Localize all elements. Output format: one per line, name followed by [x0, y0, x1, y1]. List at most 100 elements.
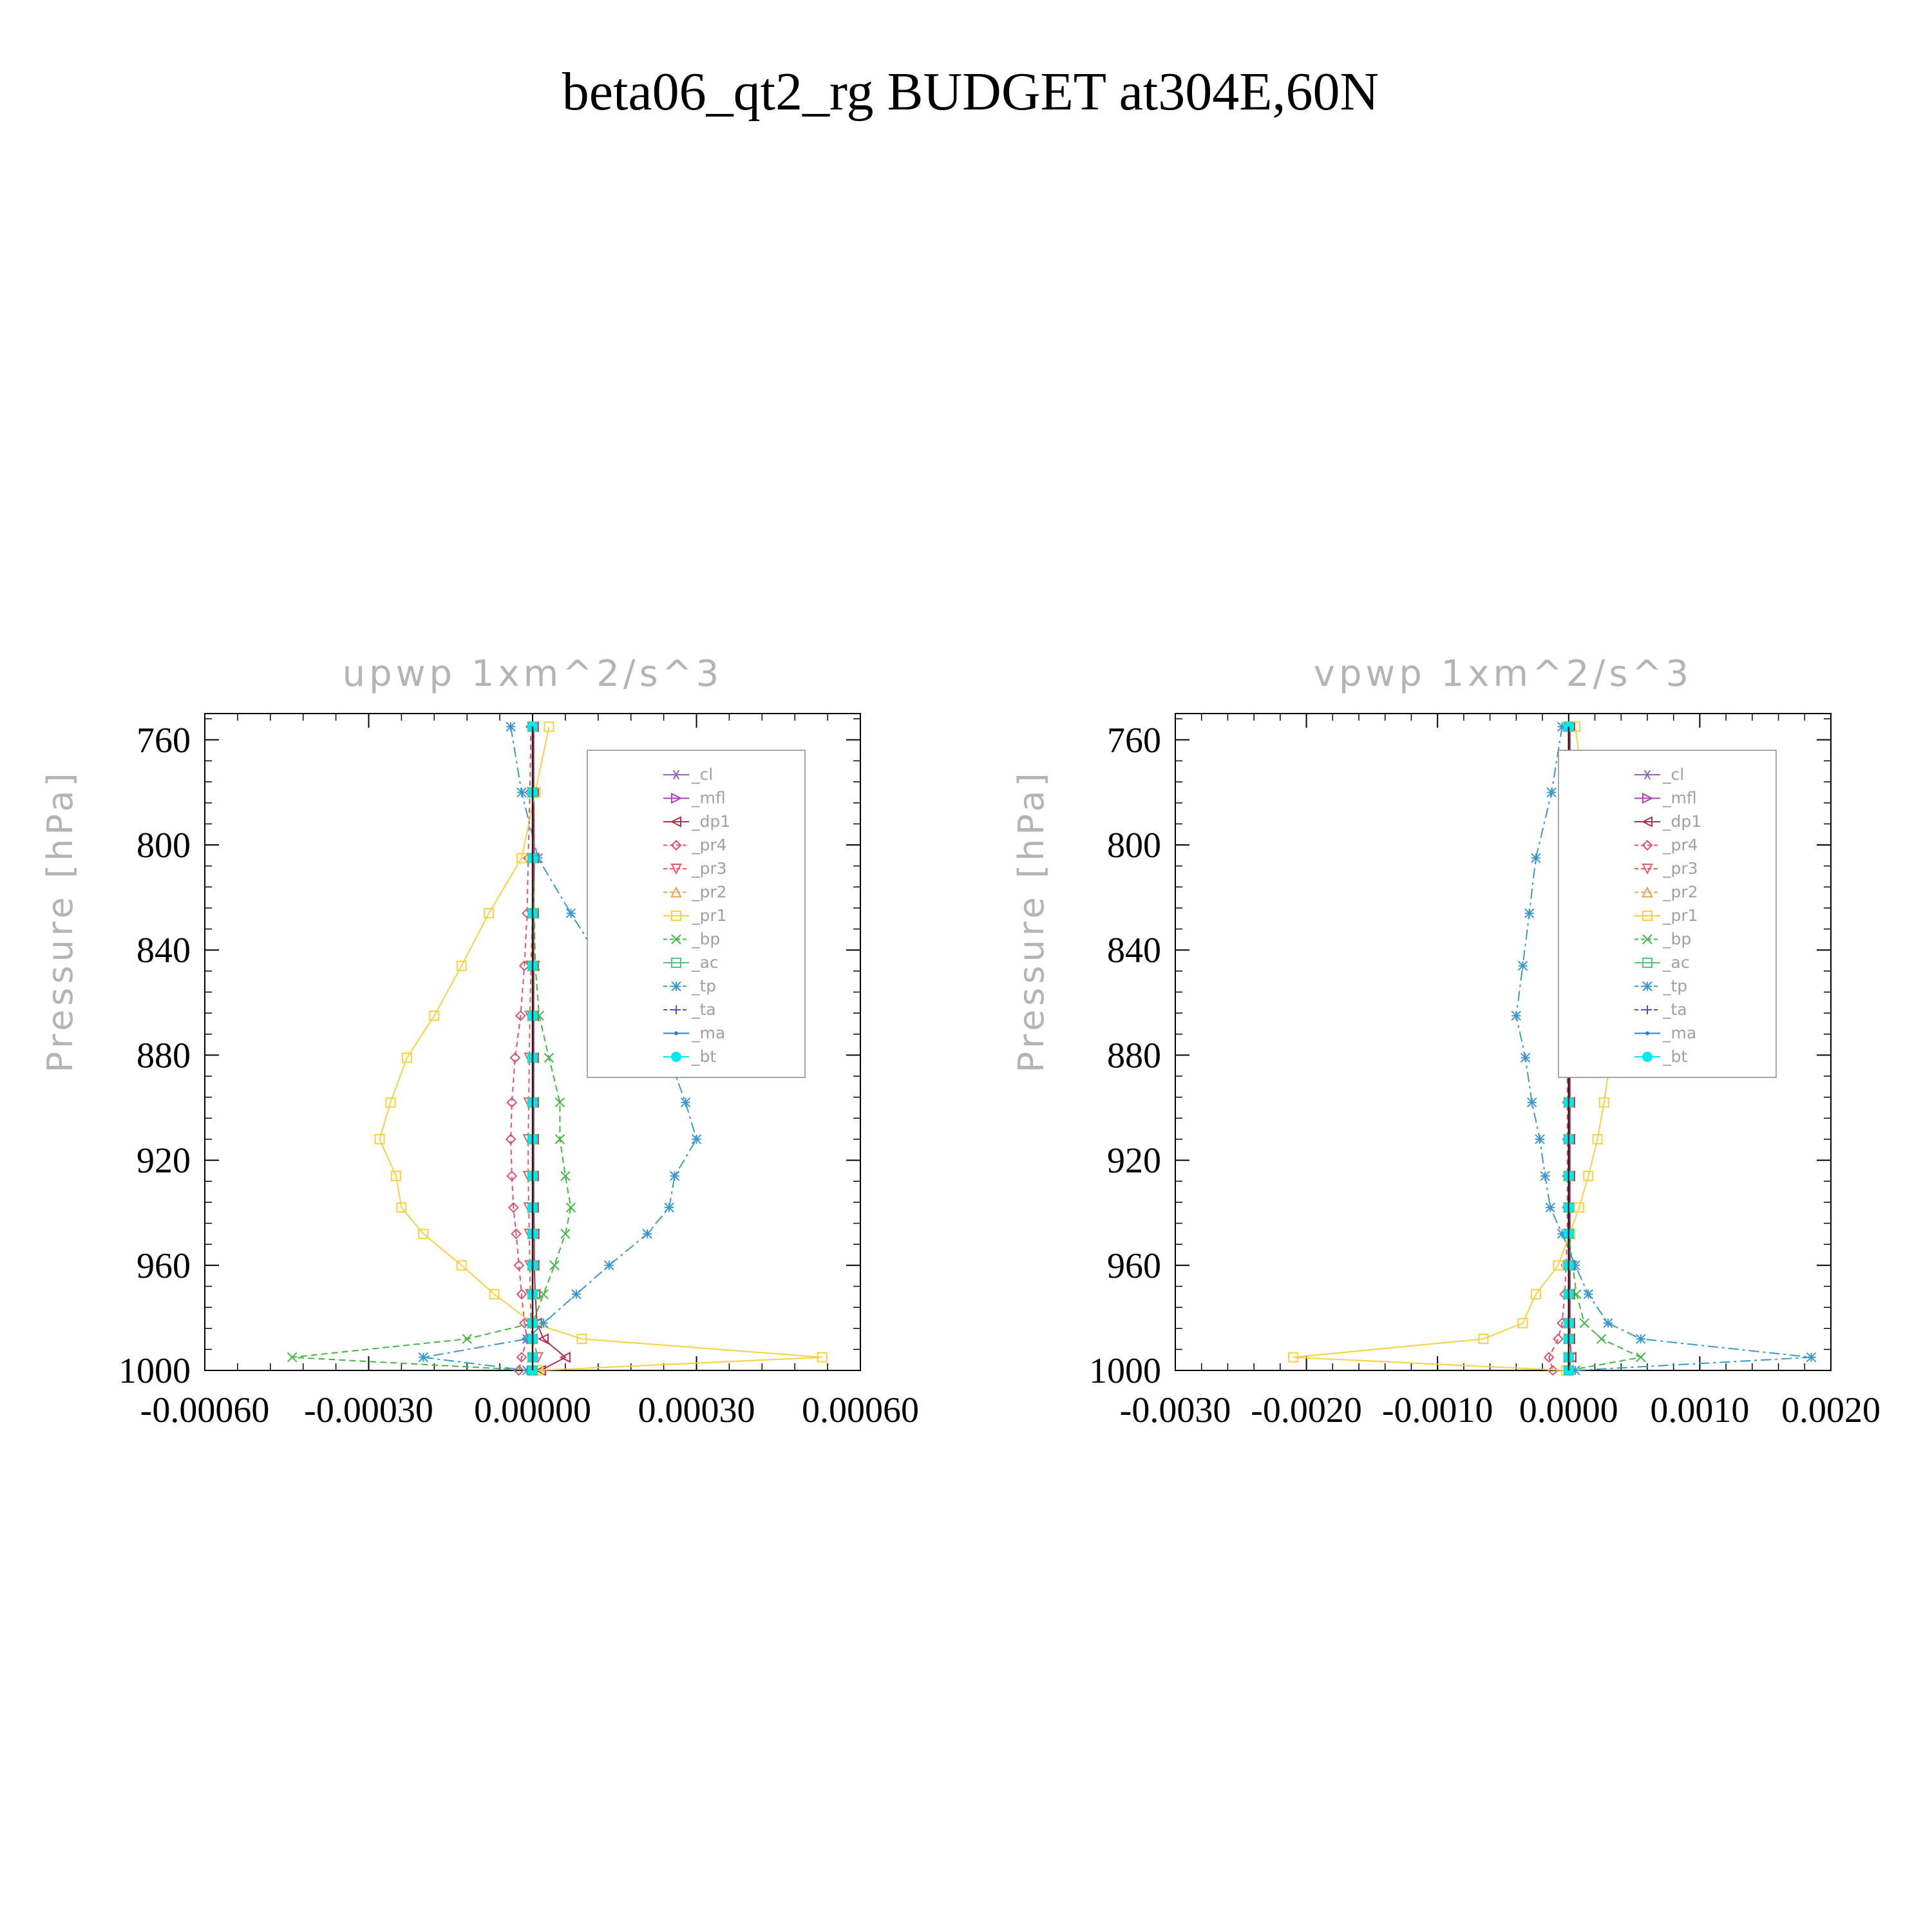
series-point — [576, 1334, 587, 1345]
legend-label: _bt — [1662, 1047, 1687, 1066]
series-pr4 — [505, 721, 536, 1376]
x-tick-label: 0.0020 — [1781, 1390, 1880, 1430]
series-point — [418, 1352, 429, 1363]
legend-marker — [671, 1052, 681, 1062]
series-point — [1520, 1052, 1531, 1063]
series-point — [1557, 1229, 1567, 1239]
legend-entry: _bt — [1634, 1047, 1687, 1066]
legend-entry: _ma — [663, 1024, 725, 1043]
series-point — [664, 1202, 674, 1213]
series-point — [401, 1052, 412, 1063]
panel-title-upwp: upwp 1xm^2/s^3 — [343, 653, 723, 695]
series-point — [516, 1352, 527, 1363]
x-tick-label: -0.0030 — [1120, 1390, 1231, 1430]
legend-marker — [671, 981, 681, 992]
series-point — [1517, 960, 1528, 971]
legend-label: _pr1 — [1662, 906, 1698, 925]
series-point — [1570, 1260, 1580, 1271]
series-point — [484, 908, 495, 919]
legend-entry: _pr2 — [1634, 883, 1698, 902]
x-tick-label: 0.0010 — [1650, 1390, 1749, 1430]
legend-box — [587, 750, 806, 1078]
legend-label: _mfl — [691, 789, 726, 808]
series-point — [538, 1318, 549, 1329]
series-point — [1527, 1097, 1537, 1108]
series-point — [1535, 1134, 1545, 1144]
legend-entry: _pr1 — [663, 906, 727, 925]
legend-entry: _mfl — [1634, 789, 1697, 808]
legend-entry: _cl — [663, 765, 713, 784]
series-point — [509, 1052, 521, 1063]
legend-marker — [674, 1031, 678, 1036]
legend-label: _tp — [1662, 977, 1687, 996]
series-point — [1545, 1202, 1556, 1213]
y-tick-label: 760 — [1107, 721, 1161, 761]
series-point — [554, 1134, 565, 1144]
y-tick-label: 1000 — [118, 1351, 191, 1391]
series-point — [516, 787, 527, 798]
legend-label: _cl — [691, 765, 713, 784]
series-point — [1806, 1352, 1817, 1363]
series-point — [1579, 1318, 1589, 1329]
legend-marker — [671, 911, 681, 921]
series-point — [374, 1133, 385, 1144]
legend-marker — [1642, 981, 1653, 992]
series-point — [1570, 1365, 1580, 1376]
legend-label: _pr2 — [1662, 883, 1698, 902]
legend-entry: _dp1 — [663, 812, 730, 831]
legend-label: _ma — [691, 1024, 725, 1043]
series-point — [1636, 1352, 1646, 1363]
series-tp — [418, 721, 702, 1376]
y-axis-label-upwp: Pressure [hPa] — [40, 769, 80, 1072]
legend-marker — [1645, 1031, 1649, 1036]
series-point — [456, 960, 467, 971]
y-tick-label: 1000 — [1089, 1351, 1161, 1391]
panel-title-vpwp: vpwp 1xm^2/s^3 — [1314, 653, 1692, 695]
series-point — [1540, 1171, 1550, 1181]
series-point — [817, 1352, 828, 1363]
legend-label: _pr3 — [1662, 859, 1698, 878]
series-point — [396, 1202, 407, 1213]
series-point — [1524, 908, 1535, 918]
series-point — [506, 1097, 518, 1108]
legend-marker — [1642, 864, 1653, 875]
legend-marker — [1643, 770, 1652, 780]
x-tick-label: 0.00000 — [474, 1390, 591, 1430]
series-point — [522, 1365, 533, 1376]
series-point — [1592, 1133, 1603, 1144]
series-point — [1553, 1333, 1564, 1345]
legend-label: _mfl — [1662, 789, 1697, 808]
y-tick-label: 840 — [137, 931, 191, 971]
series-point — [1598, 1097, 1609, 1108]
series-point — [507, 1202, 519, 1213]
plot-frame — [1175, 713, 1832, 1371]
legend-label: _cl — [1662, 765, 1684, 784]
series-point — [1546, 787, 1557, 798]
series-point — [390, 1171, 401, 1182]
legend-marker — [1642, 792, 1654, 804]
series-point — [513, 1260, 525, 1271]
series-line — [533, 726, 567, 1371]
y-tick-label: 960 — [137, 1246, 191, 1286]
series-point — [1557, 721, 1567, 732]
legend: _cl _mfl _dp1 _pr4 _pr3 _pr2 _pr1 _bp _ac _tp _ta _… — [587, 750, 806, 1078]
series-line — [1515, 726, 1812, 1371]
series-line — [423, 726, 697, 1371]
legend-entry: _pr3 — [1634, 859, 1698, 878]
series-point — [522, 1334, 533, 1344]
plot-area-upwp: -0.00060 -0.00030 0.00000 0.00030 0.00060 760… — [118, 713, 919, 1430]
series-point — [515, 1010, 526, 1021]
series-point — [1288, 1352, 1299, 1363]
figure-title: beta06_qt2_rg BUDGET at304E,60N — [562, 62, 1379, 122]
legend-marker — [1642, 934, 1653, 945]
legend-label: _dp1 — [691, 812, 730, 831]
legend-entry: _ac — [663, 953, 719, 972]
series-point — [565, 1202, 576, 1213]
legend-entry: _dp1 — [1634, 812, 1701, 831]
series-line — [292, 726, 572, 1371]
legend-entry: _ta — [663, 1000, 716, 1019]
legend-marker — [1642, 840, 1653, 851]
legend-marker — [670, 816, 681, 828]
legend-entry: _tp — [663, 977, 716, 996]
